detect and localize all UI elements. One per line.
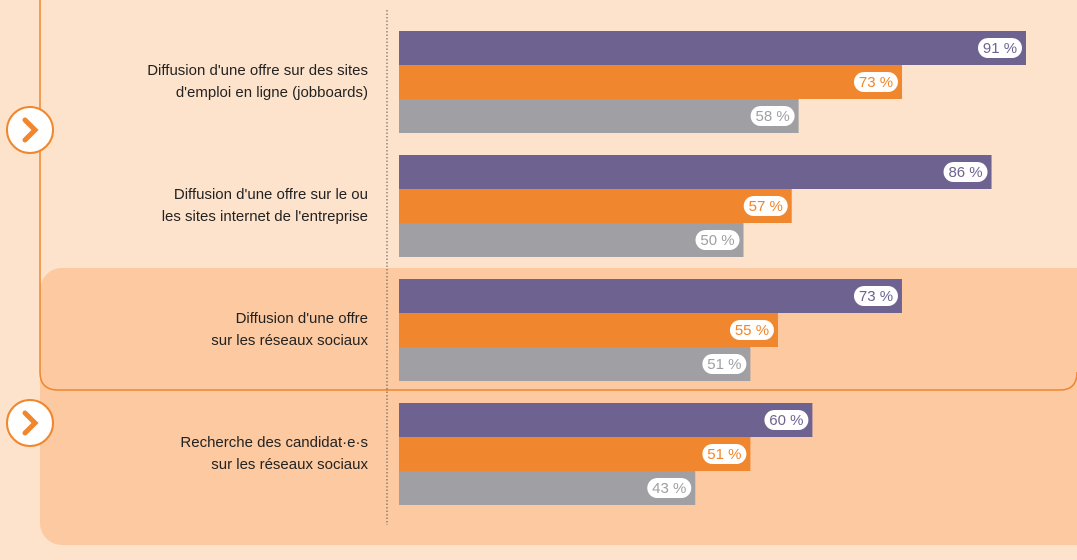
bar — [399, 347, 751, 381]
bar — [399, 155, 992, 189]
value-label-pill — [750, 106, 795, 126]
category-label: sur les réseaux sociaux — [211, 332, 368, 349]
value-label: 60 % — [769, 412, 803, 429]
value-label-pill — [977, 38, 1022, 58]
value-label: 91 % — [983, 40, 1017, 57]
value-label-pill — [764, 410, 809, 430]
value-label-pill — [695, 230, 740, 250]
category-label: d'emploi en ligne (jobboards) — [176, 84, 368, 101]
bar — [399, 223, 744, 257]
value-label-pill — [853, 72, 898, 92]
value-label: 55 % — [735, 322, 769, 339]
nav-circle[interactable] — [6, 399, 54, 447]
category-label: Diffusion d'une offre sur le ou — [174, 186, 368, 203]
value-label: 43 % — [652, 480, 686, 497]
chevron[interactable] — [22, 117, 39, 143]
value-label: 73 % — [859, 288, 893, 305]
bar — [399, 99, 799, 133]
value-label-pill — [729, 320, 774, 340]
value-label-pill — [853, 286, 898, 306]
bar — [399, 65, 902, 99]
value-label: 50 % — [700, 232, 734, 249]
chevron[interactable] — [22, 410, 39, 436]
bar — [399, 437, 751, 471]
category-label: Diffusion d'une offre sur des sites — [147, 62, 368, 79]
category-label: Diffusion d'une offre — [236, 310, 368, 327]
bar — [399, 403, 813, 437]
category-label: Recherche des candidat·e·s — [180, 434, 368, 451]
value-label: 73 % — [859, 74, 893, 91]
nav-circle[interactable] — [6, 106, 54, 154]
bar — [399, 279, 902, 313]
panel-outline — [39, 0, 1077, 391]
value-label-pill — [647, 478, 692, 498]
value-label-pill — [702, 444, 747, 464]
value-label: 51 % — [707, 446, 741, 463]
value-label-pill — [743, 196, 788, 216]
bar — [399, 31, 1026, 65]
value-label: 57 % — [749, 198, 783, 215]
value-label-pill — [702, 354, 747, 374]
category-label: les sites internet de l'entreprise — [162, 208, 368, 225]
value-label: 86 % — [948, 164, 982, 181]
bar — [399, 313, 778, 347]
category-label: sur les réseaux sociaux — [211, 456, 368, 473]
bar — [399, 471, 696, 505]
nav-button[interactable] — [6, 106, 54, 154]
nav-button[interactable] — [6, 399, 54, 447]
value-label: 51 % — [707, 356, 741, 373]
value-label: 58 % — [756, 108, 790, 125]
bar — [399, 189, 792, 223]
value-label-pill — [943, 162, 988, 182]
